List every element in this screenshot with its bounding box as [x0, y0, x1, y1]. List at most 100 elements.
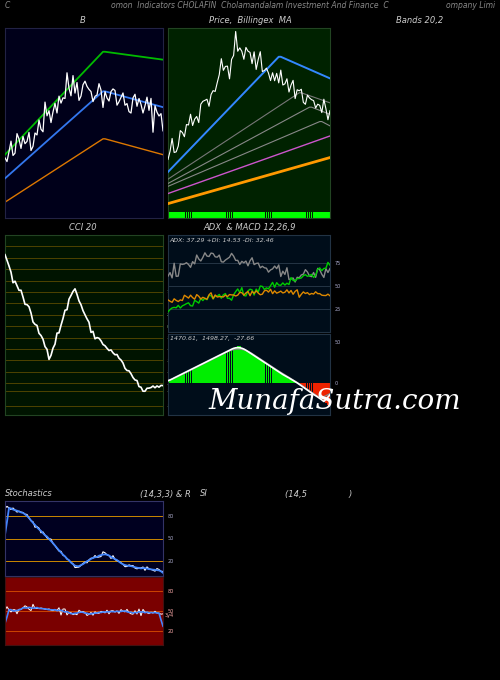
- Bar: [210, 212, 212, 235]
- Bar: [243, 212, 245, 237]
- Text: CCI 20: CCI 20: [68, 223, 96, 232]
- Bar: [232, 348, 234, 383]
- Bar: [266, 364, 268, 383]
- Bar: [239, 346, 240, 383]
- Bar: [280, 373, 281, 383]
- Bar: [241, 347, 242, 383]
- Bar: [251, 354, 253, 383]
- Bar: [202, 212, 204, 235]
- Bar: [308, 212, 310, 236]
- Bar: [234, 347, 236, 383]
- Bar: [319, 383, 320, 398]
- Text: Stochastics: Stochastics: [5, 490, 53, 498]
- Bar: [218, 212, 220, 236]
- Bar: [276, 212, 278, 236]
- Text: ADX: 37.29 +DI: 14.53 -DI: 32.46: ADX: 37.29 +DI: 14.53 -DI: 32.46: [170, 238, 274, 243]
- Bar: [262, 212, 264, 237]
- Bar: [288, 212, 290, 237]
- Bar: [302, 383, 304, 387]
- Bar: [300, 212, 302, 235]
- Bar: [321, 383, 322, 398]
- Bar: [312, 383, 314, 394]
- Bar: [314, 383, 316, 396]
- Bar: [284, 376, 286, 383]
- Bar: [253, 212, 255, 235]
- Bar: [270, 367, 272, 383]
- Bar: [256, 357, 257, 383]
- Bar: [173, 212, 175, 236]
- Bar: [329, 212, 331, 235]
- Bar: [176, 377, 177, 383]
- Bar: [198, 366, 200, 383]
- Bar: [282, 375, 284, 383]
- Bar: [286, 212, 288, 237]
- Bar: [192, 369, 194, 383]
- Bar: [282, 212, 284, 236]
- Bar: [243, 349, 245, 383]
- Bar: [230, 212, 232, 235]
- Bar: [264, 212, 266, 237]
- Bar: [190, 370, 192, 383]
- Bar: [167, 381, 169, 383]
- Bar: [278, 372, 280, 383]
- Bar: [247, 212, 249, 235]
- Bar: [224, 212, 226, 235]
- Bar: [234, 212, 236, 235]
- Text: C: C: [5, 1, 10, 10]
- Bar: [323, 383, 325, 401]
- Bar: [214, 212, 216, 237]
- Bar: [192, 212, 194, 237]
- Bar: [288, 379, 290, 383]
- Bar: [204, 362, 206, 383]
- Bar: [325, 212, 327, 237]
- Bar: [296, 212, 298, 234]
- Text: (14,3,3) & R: (14,3,3) & R: [140, 490, 191, 498]
- Bar: [302, 212, 304, 237]
- Bar: [184, 373, 186, 383]
- Bar: [198, 212, 200, 236]
- Bar: [306, 212, 308, 236]
- Bar: [278, 212, 280, 237]
- Bar: [232, 212, 234, 237]
- Bar: [173, 378, 175, 383]
- Bar: [258, 358, 259, 383]
- Bar: [286, 377, 288, 383]
- Bar: [167, 212, 169, 233]
- Text: (14,5                ): (14,5 ): [285, 490, 352, 498]
- Bar: [327, 383, 329, 405]
- Bar: [237, 346, 238, 383]
- Bar: [245, 212, 247, 237]
- Bar: [190, 212, 192, 236]
- Bar: [274, 369, 276, 383]
- Bar: [249, 212, 251, 237]
- Bar: [300, 383, 302, 386]
- Bar: [222, 354, 224, 383]
- Bar: [272, 368, 274, 383]
- Bar: [228, 350, 230, 383]
- Bar: [216, 356, 218, 383]
- Bar: [314, 212, 316, 237]
- Bar: [184, 212, 186, 237]
- Bar: [220, 212, 222, 237]
- Bar: [268, 212, 270, 229]
- Bar: [206, 362, 208, 383]
- Bar: [196, 212, 198, 237]
- Bar: [260, 212, 261, 235]
- Bar: [204, 212, 206, 237]
- Bar: [230, 350, 232, 383]
- Bar: [247, 352, 249, 383]
- Bar: [304, 383, 306, 389]
- Bar: [276, 371, 278, 383]
- Bar: [280, 212, 281, 236]
- Bar: [304, 212, 306, 235]
- Bar: [188, 371, 190, 383]
- Bar: [228, 212, 230, 237]
- Bar: [169, 212, 171, 235]
- Bar: [206, 212, 208, 232]
- Bar: [310, 212, 312, 236]
- Bar: [182, 374, 184, 383]
- Bar: [212, 358, 214, 383]
- Bar: [319, 212, 320, 233]
- Bar: [171, 212, 173, 237]
- Bar: [325, 383, 327, 403]
